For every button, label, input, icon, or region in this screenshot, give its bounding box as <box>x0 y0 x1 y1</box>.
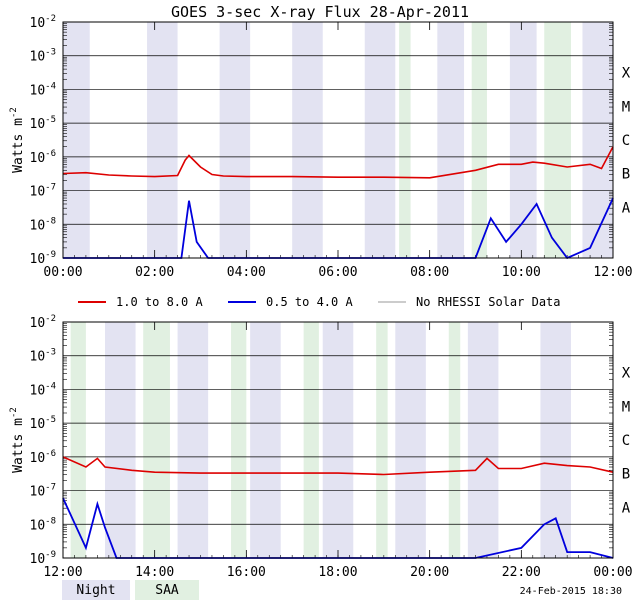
legend-label: No RHESSI Solar Data <box>416 295 561 309</box>
panel-bottom: 10-2 10-3 10-4 10-5 10-6 10-7 10-8 10-912:00 14:… <box>9 314 633 580</box>
y-tick-label: 10-4 <box>30 381 57 398</box>
saa-period <box>544 22 571 258</box>
night-period <box>395 322 426 558</box>
night-period <box>509 22 537 258</box>
night-period <box>219 22 251 258</box>
night-period <box>540 322 571 558</box>
x-tick-label: 00:00 <box>593 565 632 580</box>
night-period <box>147 22 178 258</box>
y-tick-label: 10-8 <box>30 516 57 533</box>
x-tick-label: 06:00 <box>318 265 357 280</box>
y-tick-label: 10-4 <box>30 81 57 98</box>
y-tick-label: 10-2 <box>30 314 57 331</box>
plot-frame <box>62 321 614 559</box>
series-line <box>62 146 614 179</box>
y-tick-label: 10-9 <box>30 550 57 567</box>
night-period <box>322 322 354 558</box>
x-tick-label: 10:00 <box>502 265 541 280</box>
saa-period <box>303 322 319 558</box>
night-period <box>467 322 499 558</box>
y-tick-label: 10-2 <box>30 14 57 31</box>
night-period <box>364 22 396 258</box>
flare-class-label: X <box>622 66 631 82</box>
saa-period <box>70 322 86 558</box>
x-tick-label: 00:00 <box>43 265 82 280</box>
flare-class-label: A <box>622 200 631 216</box>
x-tick-label: 12:00 <box>593 265 632 280</box>
y-tick-label: 10-3 <box>30 48 57 65</box>
x-tick-label: 12:00 <box>43 565 82 580</box>
series-line <box>62 456 614 476</box>
saa-period <box>471 22 487 258</box>
saa-period <box>231 322 247 558</box>
night-period <box>292 22 323 258</box>
x-tick-label: 14:00 <box>135 565 174 580</box>
flare-class-label: B <box>622 467 630 483</box>
night-period <box>250 322 281 558</box>
y-tick-label: 10-7 <box>30 483 57 500</box>
saa-period <box>376 322 388 558</box>
saa-period <box>399 22 411 258</box>
saa-swatch <box>135 580 199 600</box>
flare-class-label: C <box>622 433 630 449</box>
period-legend: Night SAA <box>62 580 199 600</box>
y-axis-label: Watts m-2 <box>9 107 26 173</box>
chart-title: GOES 3-sec X-ray Flux 28-Apr-2011 <box>171 3 469 21</box>
legend-label: 1.0 to 8.0 A <box>116 295 203 309</box>
y-tick-label: 10-6 <box>30 149 57 166</box>
x-tick-label: 16:00 <box>227 565 266 580</box>
night-period <box>582 22 613 258</box>
x-tick-label: 08:00 <box>410 265 449 280</box>
flare-class-label: C <box>622 133 630 149</box>
saa-period <box>448 322 461 558</box>
y-tick-label: 10-7 <box>30 183 57 200</box>
flare-class-label: M <box>622 99 630 115</box>
legend-label: 0.5 to 4.0 A <box>266 295 353 309</box>
night-period <box>177 322 209 558</box>
flare-class-label: M <box>622 399 630 415</box>
flare-class-label: B <box>622 167 630 183</box>
flare-class-label: X <box>622 366 631 382</box>
night-period <box>105 322 136 558</box>
night-period <box>437 22 465 258</box>
x-tick-label: 18:00 <box>318 565 357 580</box>
y-tick-label: 10-8 <box>30 216 57 233</box>
x-tick-label: 22:00 <box>502 565 541 580</box>
y-axis-label: Watts m-2 <box>9 407 26 473</box>
x-tick-label: 20:00 <box>410 565 449 580</box>
y-tick-label: 10-6 <box>30 449 57 466</box>
night-period <box>63 22 90 258</box>
footer-timestamp: 24-Feb-2015 18:30 <box>520 586 622 597</box>
plot-frame <box>62 21 614 259</box>
saa-period <box>143 322 170 558</box>
x-tick-label: 04:00 <box>227 265 266 280</box>
y-tick-label: 10-5 <box>30 115 57 132</box>
y-tick-label: 10-9 <box>30 250 57 267</box>
saa-label: SAA <box>155 583 179 598</box>
y-tick-label: 10-3 <box>30 348 57 365</box>
night-label: Night <box>76 583 115 598</box>
panel-top: 10-2 10-3 10-4 10-5 10-6 10-7 10-8 10-900:00 02:… <box>9 14 633 280</box>
flare-class-label: A <box>622 500 631 516</box>
night-swatch <box>62 580 130 600</box>
x-tick-label: 02:00 <box>135 265 174 280</box>
y-tick-label: 10-5 <box>30 415 57 432</box>
series-legend: 1.0 to 8.0 A 0.5 to 4.0 A No RHESSI Solar … <box>78 295 561 309</box>
